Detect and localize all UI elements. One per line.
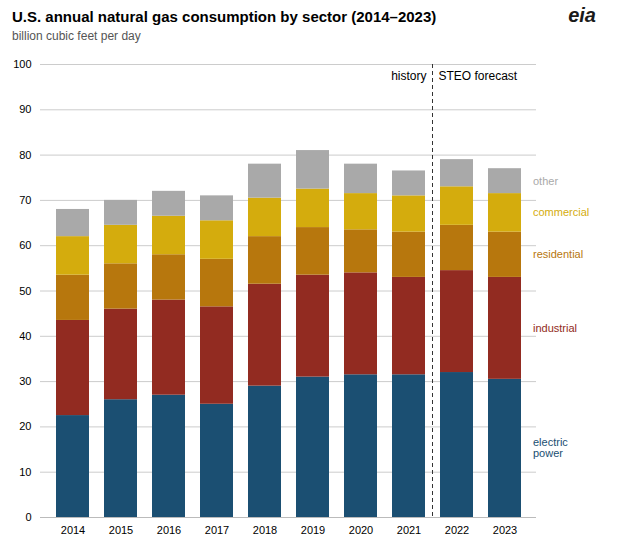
html-text:U.S. annual natural gas consum: U.S. annual natural gas consumption by s…: [12, 8, 437, 25]
svg-text:70: 70: [19, 194, 31, 206]
svg-text:residential: residential: [533, 248, 583, 260]
svg-text:other: other: [533, 175, 558, 187]
svg-text:20: 20: [19, 420, 31, 432]
svg-text:2018: 2018: [253, 524, 277, 536]
svg-text:80: 80: [19, 149, 31, 161]
svg-text:history: history: [391, 69, 426, 83]
svg-text:10: 10: [19, 466, 31, 478]
svg-text:2022: 2022: [445, 524, 469, 536]
svg-text:2021: 2021: [397, 524, 421, 536]
svg-text:90: 90: [19, 103, 31, 115]
svg-text:30: 30: [19, 375, 31, 387]
svg-text:2016: 2016: [157, 524, 181, 536]
svg-text:industrial: industrial: [533, 322, 577, 334]
svg-text:electricpower: electricpower: [533, 436, 568, 459]
svg-text:2017: 2017: [205, 524, 229, 536]
svg-text:2020: 2020: [349, 524, 373, 536]
html-text:billion cubic feet per day: billion cubic feet per day: [12, 29, 141, 43]
svg-text:2014: 2014: [61, 524, 85, 536]
svg-text:50: 50: [19, 285, 31, 297]
svg-text:commercial: commercial: [533, 206, 589, 218]
svg-text:2015: 2015: [109, 524, 133, 536]
svg-text:100: 100: [13, 58, 31, 70]
svg-text:40: 40: [19, 330, 31, 342]
svg-text:0: 0: [25, 511, 31, 523]
html-text:eia: eia: [568, 4, 596, 26]
svg-text:2019: 2019: [301, 524, 325, 536]
svg-text:STEO forecast: STEO forecast: [439, 69, 518, 83]
svg-text:60: 60: [19, 239, 31, 251]
svg-text:2023: 2023: [493, 524, 517, 536]
